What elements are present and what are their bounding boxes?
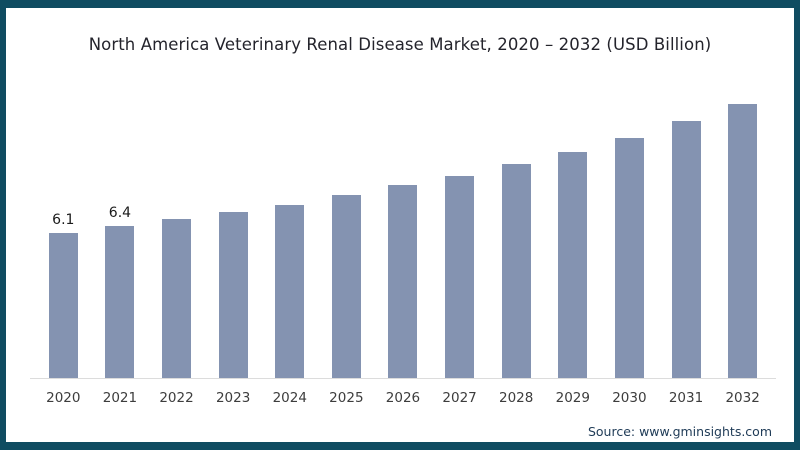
bar-2020 (48, 233, 78, 379)
bar-2027 (445, 175, 475, 379)
bars-row: 6.1 6.4 (35, 67, 771, 379)
bar-column-2031 (658, 115, 715, 379)
bar-2028 (501, 163, 531, 379)
bar-column-2021: 6.4 (92, 206, 149, 379)
x-tick-2028: 2028 (499, 390, 534, 406)
x-axis-line (30, 378, 776, 379)
bar-2024 (275, 204, 305, 379)
x-tick-2026: 2026 (385, 390, 421, 406)
bar-column-2030 (601, 132, 658, 379)
bar-column-2020: 6.1 (35, 213, 92, 379)
bar-column-2023 (205, 206, 262, 379)
bar-2032 (728, 104, 758, 379)
bar-value-label-2020: 6.1 (52, 212, 75, 229)
bar-2030 (614, 137, 644, 379)
x-tick-2032: 2032 (725, 390, 760, 406)
bar-column-2028 (488, 158, 545, 379)
bar-2025 (331, 194, 361, 379)
bar-column-2025 (318, 189, 375, 379)
bar-2022 (162, 218, 192, 379)
bar-column-2027 (431, 170, 488, 379)
x-tick-2027: 2027 (442, 390, 477, 406)
bar-column-2024 (261, 199, 318, 379)
bar-column-2032 (714, 98, 771, 379)
x-tick-2029: 2029 (555, 390, 590, 406)
x-tick-2020: 2020 (46, 390, 81, 406)
bar-2031 (671, 120, 701, 379)
x-tick-2025: 2025 (329, 390, 364, 406)
source-note: Source: www.gminsights.com (587, 424, 772, 439)
x-tick-2031: 2031 (668, 390, 704, 406)
x-tick-2024: 2024 (272, 390, 307, 406)
x-tick-2021: 2021 (102, 390, 138, 406)
bar-column-2022 (148, 213, 205, 379)
bar-2023 (218, 211, 248, 379)
bar-column-2029 (544, 146, 601, 379)
bar-2026 (388, 185, 418, 379)
bar-2021 (105, 226, 135, 379)
bar-column-2026 (375, 179, 432, 379)
x-axis-ticks: 2020 2021 2022 2023 2024 2025 2026 2027 2028 2029… (35, 390, 771, 406)
x-tick-2023: 2023 (215, 390, 251, 406)
bar-2029 (558, 151, 588, 379)
bar-value-label-2021: 6.4 (108, 205, 132, 222)
x-tick-2022: 2022 (159, 390, 194, 406)
x-tick-2030: 2030 (612, 390, 647, 406)
chart-title: North America Veterinary Renal Disease M… (88, 35, 712, 54)
